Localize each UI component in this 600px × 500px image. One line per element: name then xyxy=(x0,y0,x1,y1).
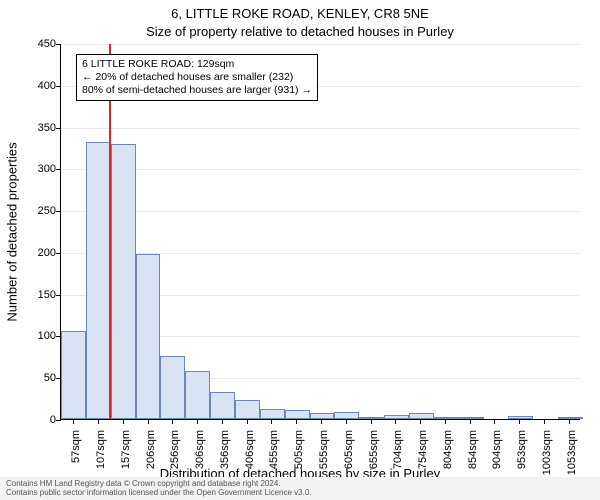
y-tick xyxy=(56,128,61,129)
x-tick xyxy=(222,419,223,424)
x-tick xyxy=(494,419,495,424)
annotation-line1: 6 LITTLE ROKE ROAD: 129sqm xyxy=(82,58,312,71)
x-tick xyxy=(371,419,372,424)
y-tick-label: 200 xyxy=(16,247,56,259)
x-tick-label: 505sqm xyxy=(293,430,305,469)
annotation-line3: 80% of semi-detached houses are larger (… xyxy=(82,84,312,97)
gridline xyxy=(61,128,580,129)
x-tick-label: 206sqm xyxy=(145,430,157,469)
x-tick-label: 356sqm xyxy=(219,430,231,469)
y-tick xyxy=(56,253,61,254)
x-tick xyxy=(73,419,74,424)
x-tick-label: 605sqm xyxy=(343,430,355,469)
x-tick-label: 904sqm xyxy=(491,430,503,469)
x-tick xyxy=(271,419,272,424)
x-tick-label: 854sqm xyxy=(467,430,479,469)
x-tick xyxy=(470,419,471,424)
y-tick xyxy=(56,44,61,45)
y-tick-label: 100 xyxy=(16,330,56,342)
y-tick xyxy=(56,295,61,296)
x-tick-label: 256sqm xyxy=(169,430,181,469)
x-tick-label: 555sqm xyxy=(318,430,330,469)
histogram-bar xyxy=(86,142,111,419)
y-tick-label: 150 xyxy=(16,289,56,301)
x-tick xyxy=(346,419,347,424)
x-tick xyxy=(296,419,297,424)
histogram-bar xyxy=(260,409,285,419)
x-tick-label: 953sqm xyxy=(516,430,528,469)
x-tick-label: 655sqm xyxy=(368,430,380,469)
y-tick-label: 250 xyxy=(16,205,56,217)
y-tick xyxy=(56,336,61,337)
chart-container: 6, LITTLE ROKE ROAD, KENLEY, CR8 5NE Siz… xyxy=(0,0,600,500)
y-tick xyxy=(56,86,61,87)
x-tick xyxy=(123,419,124,424)
y-tick xyxy=(56,169,61,170)
x-tick-label: 1003sqm xyxy=(541,430,553,475)
footer: Contains HM Land Registry data © Crown c… xyxy=(0,477,600,500)
x-tick xyxy=(197,419,198,424)
histogram-bar xyxy=(558,417,583,419)
footer-line2: Contains public sector information licen… xyxy=(6,488,594,498)
histogram-bar xyxy=(508,416,533,419)
y-tick-label: 450 xyxy=(16,38,56,50)
y-tick-label: 350 xyxy=(16,122,56,134)
x-tick-label: 406sqm xyxy=(244,430,256,469)
footer-line1: Contains HM Land Registry data © Crown c… xyxy=(6,479,594,489)
x-tick-label: 306sqm xyxy=(194,430,206,469)
histogram-bar xyxy=(434,417,459,420)
y-tick xyxy=(56,420,61,421)
x-tick xyxy=(148,419,149,424)
x-tick xyxy=(544,419,545,424)
x-tick-label: 1053sqm xyxy=(566,430,578,475)
gridline xyxy=(61,211,580,212)
chart-title-line1: 6, LITTLE ROKE ROAD, KENLEY, CR8 5NE xyxy=(0,6,600,21)
x-tick xyxy=(445,419,446,424)
x-tick xyxy=(172,419,173,424)
x-tick xyxy=(569,419,570,424)
x-tick-label: 157sqm xyxy=(120,430,132,469)
histogram-bar xyxy=(235,400,260,419)
x-tick-label: 704sqm xyxy=(392,430,404,469)
y-tick-label: 0 xyxy=(16,414,56,426)
x-tick xyxy=(321,419,322,424)
x-tick-label: 107sqm xyxy=(95,430,107,469)
x-tick xyxy=(420,419,421,424)
annotation-box: 6 LITTLE ROKE ROAD: 129sqm ← 20% of deta… xyxy=(76,54,318,101)
x-tick xyxy=(519,419,520,424)
x-tick-label: 754sqm xyxy=(417,430,429,469)
histogram-bar xyxy=(61,331,86,419)
y-tick-label: 400 xyxy=(16,80,56,92)
chart-title-line2: Size of property relative to detached ho… xyxy=(0,24,600,39)
y-tick xyxy=(56,378,61,379)
histogram-bar xyxy=(384,415,409,419)
x-tick xyxy=(247,419,248,424)
histogram-bar xyxy=(459,417,484,419)
histogram-bar xyxy=(285,410,310,419)
y-tick-label: 50 xyxy=(16,372,56,384)
histogram-bar xyxy=(136,254,161,419)
x-tick-label: 804sqm xyxy=(442,430,454,469)
y-tick xyxy=(56,211,61,212)
histogram-bar xyxy=(210,392,235,419)
x-tick xyxy=(395,419,396,424)
histogram-bar xyxy=(111,144,136,419)
annotation-line2: ← 20% of detached houses are smaller (23… xyxy=(82,71,312,84)
histogram-bar xyxy=(185,371,210,419)
gridline xyxy=(61,44,580,45)
histogram-bar xyxy=(160,356,185,419)
gridline xyxy=(61,169,580,170)
x-tick xyxy=(98,419,99,424)
histogram-bar xyxy=(334,412,359,419)
x-tick-label: 57sqm xyxy=(70,430,82,463)
y-tick-label: 300 xyxy=(16,163,56,175)
x-tick-label: 455sqm xyxy=(268,430,280,469)
histogram-bar xyxy=(409,413,434,419)
